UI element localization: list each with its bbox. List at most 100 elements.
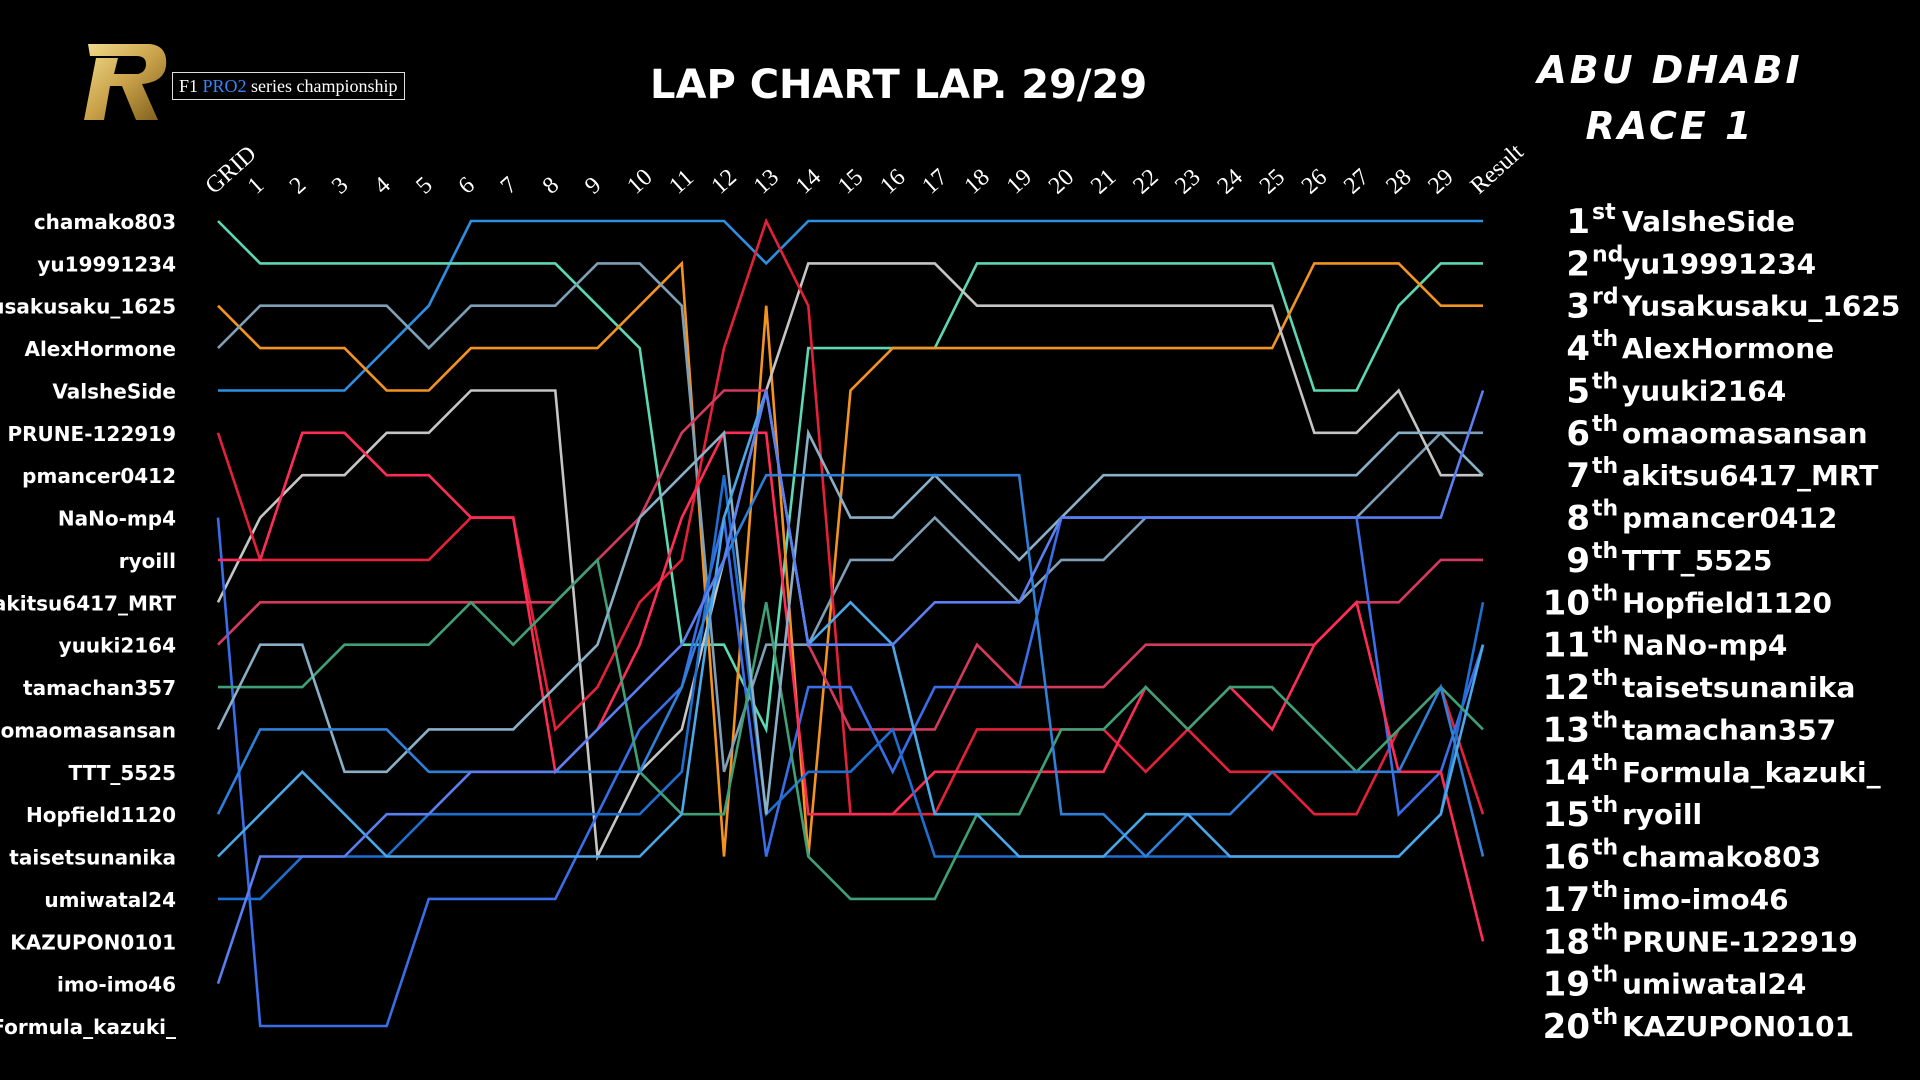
series-line-11 (218, 557, 1484, 901)
race-location: ABU DHABI (1537, 48, 1803, 92)
result-position: 3 (1566, 287, 1590, 327)
series-line-1 (218, 219, 1483, 392)
result-position: 19 (1543, 965, 1590, 1005)
result-driver-name: umiwatal24 (1622, 968, 1806, 1001)
brand-suffix: series championship (251, 76, 398, 96)
lap-label: 18 (960, 164, 995, 199)
result-position: 7 (1566, 456, 1590, 496)
result-position: 20 (1543, 1007, 1590, 1047)
result-position: 4 (1566, 329, 1590, 369)
lap-label: Result (1466, 139, 1529, 200)
result-position-suffix: st (1592, 200, 1616, 225)
result-position: 6 (1566, 414, 1590, 454)
result-driver-name: imo-imo46 (1622, 883, 1789, 916)
result-position: 8 (1566, 499, 1590, 539)
result-driver-name: Yusakusaku_1625 (1621, 290, 1900, 323)
lap-label: 11 (664, 165, 699, 200)
result-driver-name: yu19991234 (1622, 247, 1816, 280)
result-position-suffix: th (1592, 666, 1618, 691)
result-position-suffix: th (1592, 412, 1618, 437)
grid-driver-label: omaomasansan (1, 718, 176, 742)
result-position: 9 (1566, 541, 1590, 581)
result-position-suffix: th (1592, 624, 1618, 649)
r-logo-icon (78, 36, 170, 126)
result-position-suffix: th (1592, 539, 1618, 564)
lap-label: 3 (327, 172, 353, 199)
lap-label: 26 (1297, 164, 1332, 199)
series-line-3 (217, 260, 1483, 857)
result-driver-name: omaomasansan (1622, 417, 1868, 450)
result-driver-name: yuuki2164 (1622, 375, 1786, 408)
result-position-suffix: th (1592, 751, 1618, 776)
result-position: 16 (1543, 838, 1590, 878)
result-position-suffix: nd (1592, 242, 1623, 267)
lap-label: 15 (833, 164, 868, 199)
series-line-15 (216, 390, 1485, 985)
grid-driver-label: AlexHormone (24, 337, 176, 361)
result-position-suffix: th (1592, 327, 1618, 352)
lap-label: 10 (622, 164, 657, 199)
series-lines (216, 217, 1485, 1028)
grid-driver-label: umiwatal24 (44, 888, 176, 912)
result-position-suffix: th (1592, 581, 1618, 606)
grid-driver-label: yu19991234 (37, 252, 176, 276)
brand-pro: PRO2 (202, 76, 247, 96)
brand-prefix: F1 (179, 76, 199, 96)
result-driver-name: taisetsunanika (1622, 671, 1855, 704)
result-driver-name: akitsu6417_MRT (1622, 459, 1878, 492)
result-position: 2 (1566, 244, 1590, 284)
result-driver-name: PRUNE-122919 (1622, 925, 1858, 958)
grid-driver-label: PRUNE-122919 (8, 422, 177, 446)
result-position: 1 (1566, 202, 1590, 242)
grid-driver-label: KAZUPON0101 (10, 930, 176, 954)
result-driver-name: Formula_kazuki_ (1622, 756, 1881, 789)
result-position: 13 (1543, 710, 1590, 750)
series-line-14 (217, 390, 1485, 858)
result-driver-name: tamachan357 (1622, 713, 1836, 746)
result-position: 17 (1543, 880, 1590, 920)
grid-driver-label: Formula_kazuki_ (0, 1015, 176, 1039)
lap-label: 6 (454, 172, 480, 199)
result-position: 11 (1543, 626, 1590, 666)
result-driver-name: KAZUPON0101 (1622, 1010, 1854, 1043)
lap-label: 9 (580, 172, 606, 199)
result-position-suffix: th (1592, 370, 1618, 395)
lap-label: 25 (1255, 164, 1290, 199)
lap-label: 13 (749, 164, 784, 199)
lap-label: 29 (1423, 164, 1458, 199)
lap-label: 19 (1002, 164, 1037, 199)
result-driver-name: TTT_5525 (1622, 544, 1773, 577)
grid-driver-label: ValsheSide (52, 380, 176, 404)
series-line-13 (216, 473, 1485, 859)
grid-driver-label: pmancer0412 (22, 464, 176, 488)
grid-driver-label: taisetsunanika (9, 846, 176, 870)
lap-label: 2 (285, 172, 311, 199)
result-position-suffix: th (1592, 963, 1618, 988)
result-position: 15 (1543, 795, 1590, 835)
result-position-suffix: th (1592, 454, 1618, 479)
grid-driver-label: ryoill (119, 549, 176, 573)
result-position: 18 (1543, 922, 1590, 962)
lap-label: 27 (1339, 164, 1374, 199)
lap-label: 22 (1128, 164, 1163, 199)
result-position: 5 (1566, 372, 1590, 412)
lap-label: 21 (1086, 164, 1121, 199)
series-line-9 (218, 431, 1485, 942)
chart-title: LAP CHART LAP. 29/29 (650, 62, 1148, 108)
lap-label: 5 (411, 172, 437, 199)
result-driver-name: ryoill (1622, 798, 1702, 831)
grid-driver-label: NaNo-mp4 (58, 507, 176, 531)
lap-label: 4 (369, 172, 395, 199)
grid-driver-label: Hopfield1120 (26, 803, 176, 827)
grid-driver-label: akitsu6417_MRT (0, 591, 176, 615)
lap-label: 23 (1170, 164, 1205, 199)
grid-driver-label: yuuki2164 (59, 634, 176, 658)
grid-driver-labels: chamako803 yu19991234 Yusakusaku_1625 AlexH… (0, 210, 176, 1039)
grid-driver-label: imo-imo46 (57, 973, 176, 997)
series-name-box: F1 PRO2 series championship (172, 72, 405, 100)
result-position-suffix: th (1592, 836, 1618, 861)
grid-driver-label: TTT_5525 (68, 761, 176, 785)
